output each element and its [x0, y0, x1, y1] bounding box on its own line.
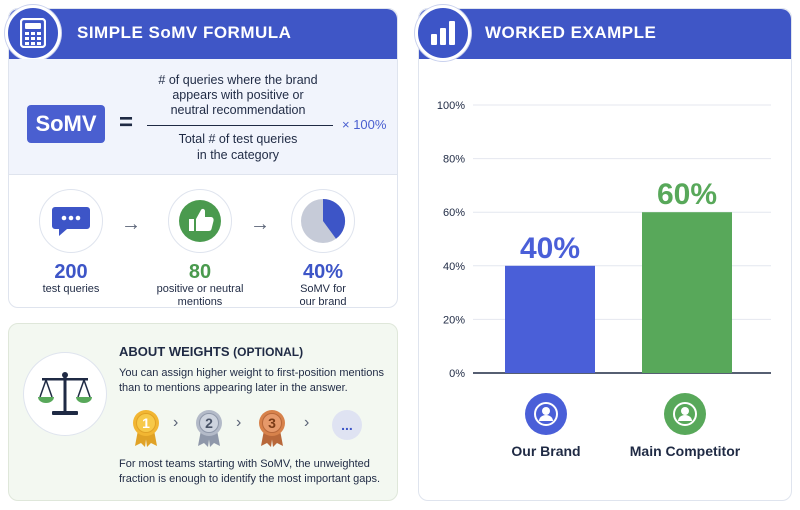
weights-card: ABOUT WEIGHTS (OPTIONAL) You can assign …: [8, 323, 398, 501]
y-tick-label: 0%: [449, 368, 465, 380]
category-our-brand: Our Brand: [481, 393, 611, 459]
y-tick-label: 20%: [443, 314, 465, 326]
step-value: 40%: [302, 261, 344, 283]
denominator-line: in the category: [197, 148, 279, 162]
formula-title: SIMPLE SoMV FORMULA: [77, 23, 292, 42]
pie-chart-icon: [291, 189, 355, 253]
formula-area: SoMV = # of queries where the brand appe…: [9, 59, 397, 175]
category-label: Our Brand: [511, 443, 581, 459]
weights-description: You can assign higher weight to first-po…: [119, 367, 384, 394]
step-desc: positive or neutral: [156, 283, 244, 295]
formula-card: SIMPLE SoMV FORMULA SoMV = # of queries …: [5, 5, 398, 309]
chevron-right-icon: ›: [304, 414, 310, 431]
somv-label: SoMV: [27, 105, 105, 143]
numerator-line: appears with positive or: [172, 88, 304, 102]
weights-title: ABOUT WEIGHTS (OPTIONAL): [119, 344, 303, 359]
chevron-right-icon: ›: [173, 414, 179, 431]
fraction-line: [147, 125, 333, 126]
denominator-line: Total # of test queries: [178, 132, 298, 146]
numerator-line: neutral recommendation: [170, 103, 306, 117]
category-label: Main Competitor: [629, 443, 741, 459]
calculator-icon: [5, 5, 61, 61]
y-tick-label: 40%: [443, 261, 465, 273]
formula-multiplier: × 100%: [342, 117, 387, 132]
step-value: 80: [188, 261, 212, 283]
weights-title-suffix: (OPTIONAL): [233, 345, 304, 359]
balance-scale-icon: [23, 352, 107, 436]
weights-note: For most teams starting with SoMV, the u…: [119, 458, 381, 485]
user-icon: [664, 393, 706, 435]
step-desc: mentions: [177, 296, 223, 308]
bar-value-label: 40%: [520, 232, 580, 265]
step-desc: test queries: [42, 283, 100, 295]
chart-card: WORKED EXAMPLE 0% 20% 40% 60% 80% 100% 40% 60%…: [415, 5, 792, 501]
weights-title-main: ABOUT WEIGHTS: [119, 344, 230, 359]
y-tick-label: 100%: [437, 100, 465, 112]
formula-numerator: # of queries where the brand appears wit…: [141, 73, 335, 118]
bar: [642, 212, 732, 373]
formula-header: SIMPLE SoMV FORMULA: [9, 9, 397, 59]
more-icon: ...: [332, 410, 362, 440]
formula-denominator: Total # of test queries in the category: [141, 131, 335, 163]
y-tick-label: 80%: [443, 154, 465, 166]
medal-label: 2: [205, 415, 213, 431]
arrow-icon: →: [121, 213, 141, 235]
chevron-right-icon: ›: [236, 414, 242, 431]
chart-header: WORKED EXAMPLE: [419, 9, 791, 59]
chart-card-title: WORKED EXAMPLE: [485, 23, 657, 42]
chat-bubble-icon: [39, 189, 103, 253]
silver-medal-icon: 2: [193, 408, 225, 448]
thumbs-up-icon: [168, 189, 232, 253]
bronze-medal-icon: 3: [256, 408, 288, 448]
step-test-queries: 200 test queries: [11, 189, 131, 296]
bar-chart: 0% 20% 40% 60% 80% 100% 40% 60%: [437, 100, 771, 380]
medal-label: 1: [142, 415, 150, 431]
bar-value-label: 60%: [657, 178, 717, 211]
step-value: 200: [54, 261, 88, 283]
arrow-icon: →: [250, 213, 270, 235]
bar-chart-icon: [415, 5, 471, 61]
step-mentions: 80 positive or neutral mentions: [140, 189, 260, 309]
gold-medal-icon: 1: [130, 408, 162, 448]
bar: [505, 265, 595, 373]
numerator-line: # of queries where the brand: [158, 73, 318, 87]
step-desc: our brand: [299, 296, 347, 308]
user-icon: [525, 393, 567, 435]
medal-label: 3: [268, 415, 276, 431]
step-desc: SoMV for: [300, 283, 346, 295]
y-tick-label: 60%: [443, 207, 465, 219]
step-somv: 40% SoMV for our brand: [263, 189, 383, 309]
equals-sign: =: [119, 109, 134, 136]
category-main-competitor: Main Competitor: [620, 393, 750, 459]
